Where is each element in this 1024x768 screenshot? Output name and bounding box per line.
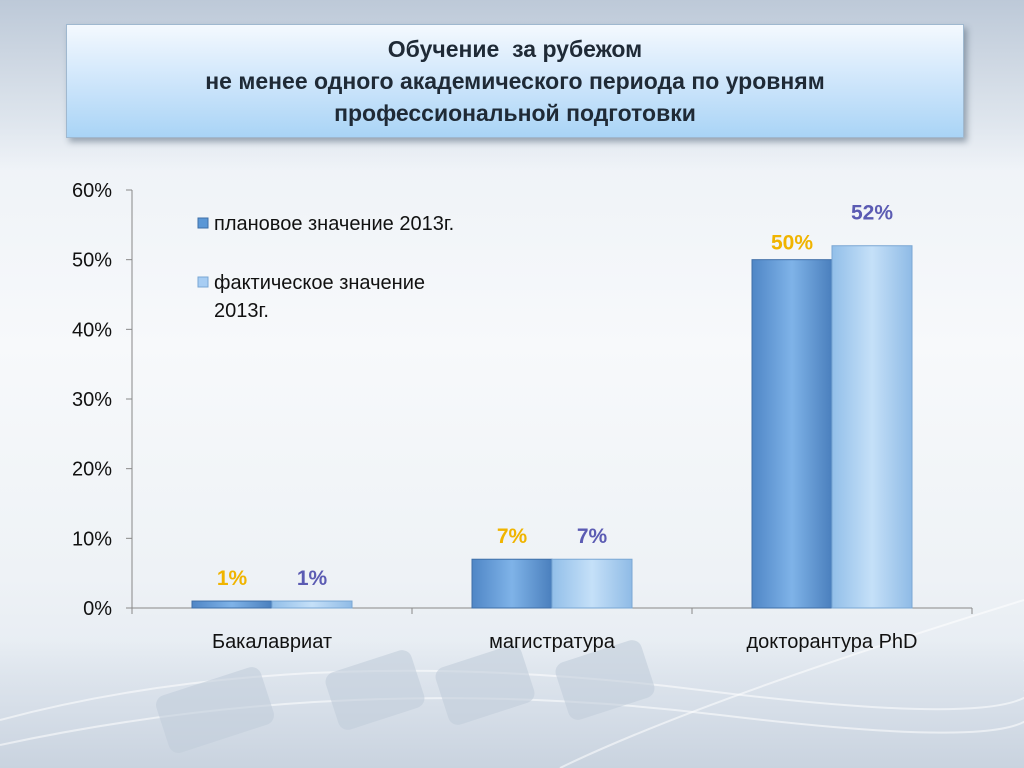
legend-swatch (197, 217, 209, 229)
x-tick-label: магистратура (489, 631, 616, 653)
data-label: 1% (297, 567, 328, 590)
y-tick-label: 20% (72, 459, 112, 481)
data-label: 7% (497, 525, 528, 548)
data-label: 52% (851, 202, 893, 225)
legend-swatch (197, 276, 209, 288)
title-line-2: не менее одного академического периода п… (205, 68, 825, 94)
data-label: 50% (771, 232, 813, 255)
data-label: 7% (577, 525, 608, 548)
bar (271, 600, 353, 609)
x-tick-label: Бакалавриат (212, 631, 332, 653)
chart-title: Обучение за рубежом не менее одного акад… (205, 33, 824, 129)
bar (471, 558, 553, 609)
y-tick-label: 40% (72, 319, 112, 341)
bar (831, 245, 913, 609)
title-box: Обучение за рубежом не менее одного акад… (66, 24, 964, 138)
bar (751, 259, 833, 609)
y-tick-label: 50% (72, 250, 112, 272)
title-line-1: Обучение за рубежом (387, 36, 643, 62)
title-line-3: профессиональной подготовки (334, 100, 696, 126)
legend-entry: фактическое значение 2013г. (214, 272, 425, 322)
bar (191, 600, 273, 609)
x-tick-label: докторантура PhD (747, 631, 918, 653)
y-tick-label: 30% (72, 389, 112, 411)
data-label: 1% (217, 567, 248, 590)
y-tick-label: 10% (72, 528, 112, 550)
y-tick-label: 60% (72, 180, 112, 202)
y-tick-label: 0% (83, 598, 112, 620)
bar (551, 558, 633, 609)
legend-entry: плановое значение 2013г. (214, 213, 454, 235)
